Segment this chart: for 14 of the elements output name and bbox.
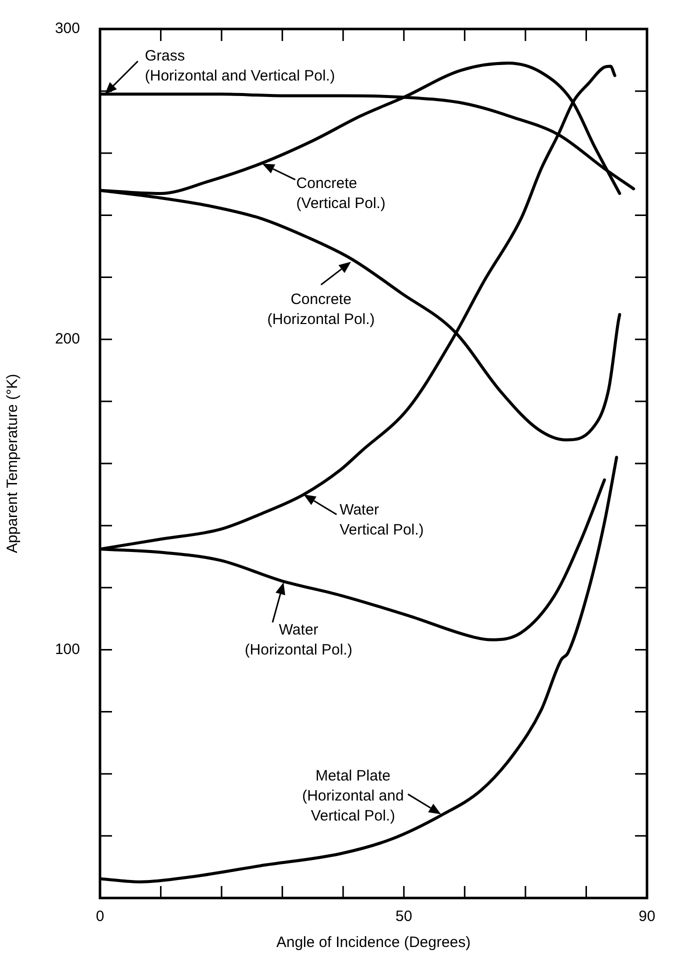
annotation: Concrete (Vertical Pol.) [296,174,386,212]
x-tick-label: 50 [396,908,412,926]
annotation: Grass (Horizontal and Vertical Pol.) [144,47,335,84]
x-axis-title: Angle of Incidence (Degrees) [276,934,471,952]
x-tick-label: 90 [638,908,656,926]
x-tick-label: 0 [96,908,104,926]
y-tick-label: 200 [54,330,80,348]
y-tick-label: 300 [54,20,80,38]
y-tick-label: 100 [54,640,80,658]
annotation: Water Vertical Pol.) [340,502,424,539]
annotation: Concrete (Horizontal Pol.) [267,290,375,328]
y-axis-title: Apparent Temperature (°K) [4,374,22,554]
annotation: Metal Plate (Horizontal and Vertical Pol.) [302,767,404,824]
annotation: Water (Horizontal Pol.) [244,622,352,659]
